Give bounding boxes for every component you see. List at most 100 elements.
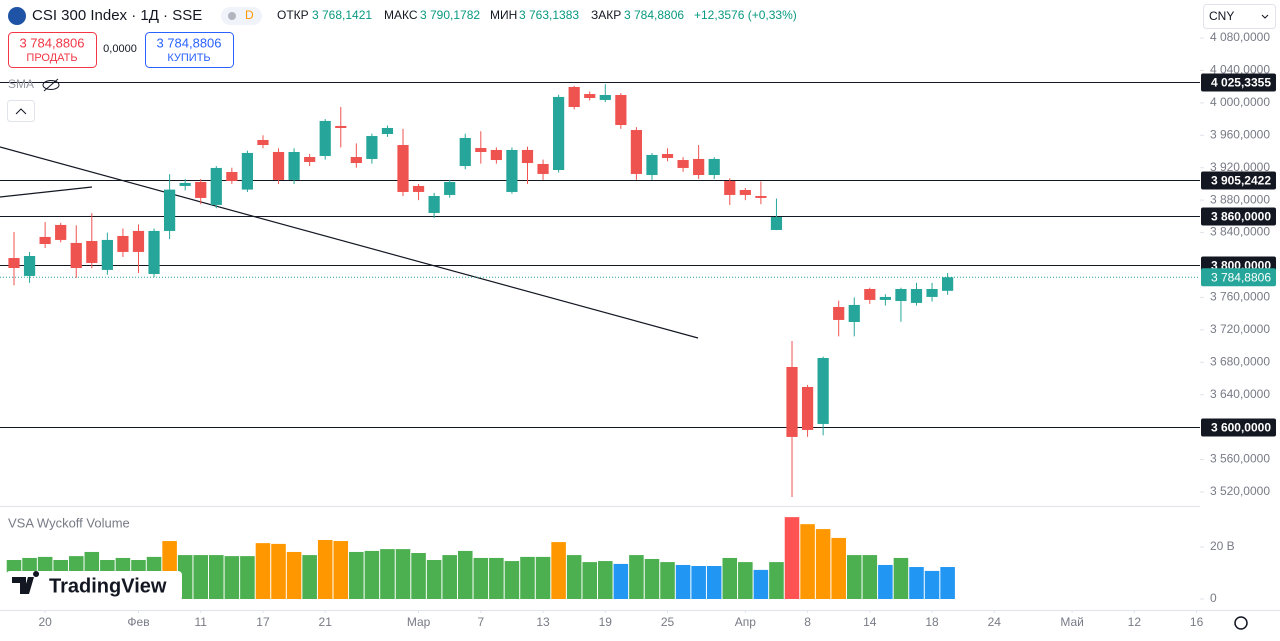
last-price-box bbox=[1201, 268, 1276, 287]
symbol-logo bbox=[8, 7, 26, 25]
candle-body bbox=[833, 306, 845, 320]
candle-body bbox=[164, 189, 176, 231]
level-label: 3 600,0000 bbox=[1211, 421, 1271, 435]
flag-badge[interactable] bbox=[221, 7, 262, 25]
x-tick-label: Апр bbox=[735, 615, 757, 629]
volume-bar bbox=[333, 541, 349, 599]
volume-bar bbox=[302, 555, 317, 599]
level-label-box bbox=[1201, 207, 1276, 226]
candle-body bbox=[630, 130, 643, 174]
y-tick-label: 3 920,0000 bbox=[1210, 160, 1270, 174]
candle-body bbox=[412, 185, 425, 192]
volume-bar bbox=[940, 567, 955, 599]
volume-bar bbox=[878, 564, 893, 599]
buy-label: КУПИТЬ bbox=[167, 52, 210, 64]
volume-bar bbox=[800, 524, 815, 599]
volume-bar bbox=[846, 555, 862, 599]
candle-body bbox=[568, 86, 580, 108]
x-tick-label: Май bbox=[1060, 615, 1084, 629]
volume-bar bbox=[317, 540, 333, 599]
x-tick-label: 21 bbox=[319, 615, 333, 629]
candle-body bbox=[101, 239, 113, 270]
candle-body bbox=[8, 258, 20, 268]
candle-body bbox=[195, 181, 207, 198]
candle-body bbox=[646, 154, 658, 176]
visibility-icon[interactable] bbox=[42, 80, 60, 90]
volume-bar bbox=[706, 565, 722, 599]
y-tick-label: 4 080,0000 bbox=[1210, 30, 1270, 44]
volume-bar bbox=[255, 543, 271, 599]
x-tick-label: 14 bbox=[863, 615, 877, 629]
logo-text: TradingView bbox=[49, 575, 167, 597]
volume-bar bbox=[426, 560, 442, 599]
candle-body bbox=[70, 242, 82, 268]
y-tick-label: 3 880,0000 bbox=[1210, 192, 1270, 206]
y-tick-label: 4 040,0000 bbox=[1210, 63, 1270, 77]
currency-select[interactable] bbox=[1203, 4, 1276, 29]
y-tick-label: 3 760,0000 bbox=[1210, 290, 1270, 304]
collapse-icon bbox=[15, 108, 27, 115]
volume-bar bbox=[598, 561, 613, 599]
level-label: 3 905,2422 bbox=[1211, 174, 1271, 188]
volume-bar bbox=[644, 558, 660, 599]
candle-body bbox=[304, 157, 316, 162]
sell-button[interactable] bbox=[8, 32, 97, 68]
ohlc-change: +12,3576 (+0,33%) bbox=[694, 8, 797, 22]
volume-bar bbox=[629, 555, 644, 599]
volume-bar bbox=[286, 551, 302, 599]
level-label-box bbox=[1201, 73, 1276, 92]
y-tick-label: 3 680,0000 bbox=[1210, 354, 1270, 368]
level-label-box bbox=[1201, 171, 1276, 190]
volume-bar bbox=[784, 517, 800, 599]
candle-body bbox=[724, 181, 736, 195]
candle-body bbox=[335, 125, 347, 128]
logo-badge[interactable] bbox=[6, 571, 182, 601]
candle-body bbox=[381, 127, 394, 134]
volume-bar bbox=[442, 555, 457, 599]
x-tick-label: Мар bbox=[407, 615, 431, 629]
volume-bar bbox=[551, 542, 566, 599]
last-price-label: 3 784,8806 bbox=[1211, 270, 1271, 284]
candle-body bbox=[319, 120, 331, 156]
collapse-button[interactable] bbox=[7, 100, 35, 122]
candle-body bbox=[553, 96, 565, 170]
ohlc-label: ЗАКР bbox=[591, 8, 621, 22]
volume-bar bbox=[380, 549, 395, 599]
volume-bar bbox=[769, 562, 784, 599]
x-tick-label: 13 bbox=[536, 615, 550, 629]
candle-body bbox=[521, 149, 534, 164]
volume-title: VSA Wyckoff Volume bbox=[8, 515, 130, 530]
volume-bar bbox=[271, 543, 286, 599]
x-tick-label: 7 bbox=[477, 615, 484, 629]
volume-bar bbox=[535, 556, 551, 599]
sma-label[interactable]: SMA bbox=[8, 77, 34, 91]
volume-bar bbox=[815, 529, 831, 599]
y-tick-label: 4 000,0000 bbox=[1210, 95, 1270, 109]
sell-label: ПРОДАТЬ bbox=[26, 52, 77, 64]
volume-bar bbox=[831, 537, 846, 599]
volume-bar bbox=[209, 555, 224, 599]
symbol-title[interactable]: CSI 300 Index · 1Д · SSE bbox=[32, 7, 202, 24]
y-tick-label: 3 560,0000 bbox=[1210, 452, 1270, 466]
candle-body bbox=[39, 236, 51, 245]
ohlc-label: МИН bbox=[490, 8, 517, 22]
ohlc-label: МАКС bbox=[384, 8, 418, 22]
candle-body bbox=[801, 386, 814, 430]
volume-bar bbox=[893, 557, 909, 599]
candle-body bbox=[786, 366, 798, 437]
candle-body bbox=[879, 296, 891, 300]
buy-button[interactable] bbox=[145, 32, 234, 68]
y-tick-label: 3 960,0000 bbox=[1210, 127, 1270, 141]
candle-body bbox=[226, 172, 238, 182]
settings-icon[interactable] bbox=[1234, 616, 1248, 630]
candle-body bbox=[272, 151, 285, 180]
volume-bar bbox=[489, 557, 504, 599]
candle-body bbox=[117, 235, 129, 252]
y-tick-label: 0 bbox=[1210, 591, 1217, 605]
candle-body bbox=[942, 277, 954, 291]
x-tick-label: 11 bbox=[194, 615, 207, 629]
candle-body bbox=[241, 152, 254, 190]
visibility-icon-strike bbox=[43, 78, 59, 92]
ohlc-value: 3 763,1383 bbox=[519, 8, 579, 22]
